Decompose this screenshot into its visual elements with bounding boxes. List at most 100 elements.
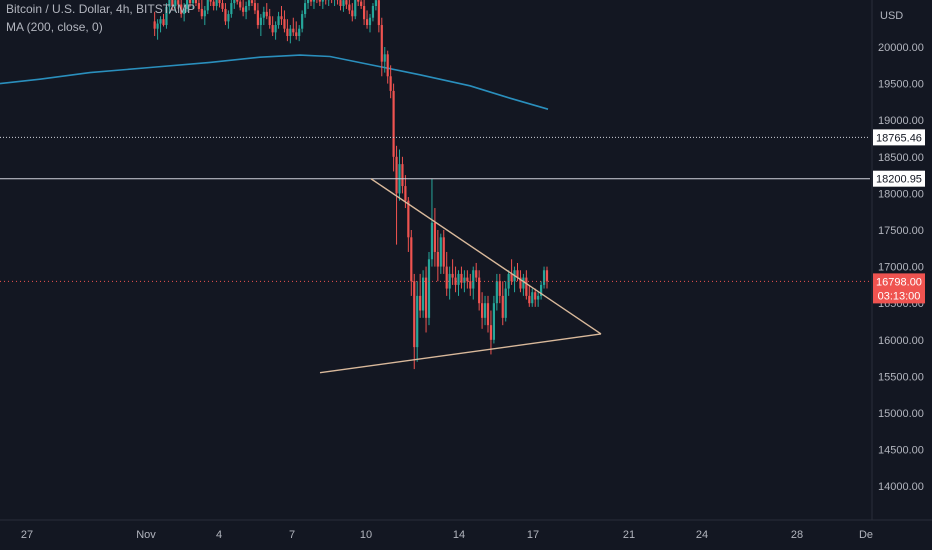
candle-body <box>339 0 342 7</box>
candle-body <box>342 0 345 7</box>
candle-body <box>516 270 519 278</box>
candle-body <box>301 14 304 29</box>
last-price-tag: 16798.00 <box>876 276 922 288</box>
candle-body <box>221 3 224 9</box>
candle-body <box>419 295 422 311</box>
candle-body <box>407 200 410 238</box>
lower-trendline <box>319 333 602 374</box>
countdown-tag: 03:13:00 <box>878 290 921 302</box>
candle-body <box>168 0 171 7</box>
candle-body <box>365 19 369 26</box>
y-tick-label: 15000.00 <box>878 408 924 420</box>
candle-body <box>424 277 428 318</box>
candle-body <box>392 90 395 157</box>
candle-body <box>475 270 478 278</box>
candle-body <box>519 277 522 289</box>
candle-body <box>439 237 442 267</box>
candle-body <box>531 292 534 304</box>
y-tick-label: 15500.00 <box>878 371 924 383</box>
x-tick-label: Nov <box>136 529 156 541</box>
y-tick-label: 18000.00 <box>878 188 924 200</box>
y-tick-label: 19500.00 <box>878 79 924 91</box>
candle-body <box>265 11 268 17</box>
candle-body <box>186 0 189 9</box>
time-axis[interactable]: 27 Nov 4 7 10 14 17 21 24 28 De <box>0 519 932 541</box>
moving-average <box>0 54 549 110</box>
candle-body <box>542 270 546 285</box>
symbol-title[interactable]: Bitcoin / U.S. Dollar, 4h, BITSTAMP <box>6 2 196 16</box>
dotted-level-tag-bg <box>873 129 925 146</box>
x-tick-label: De <box>859 529 873 541</box>
candle-body <box>292 28 295 33</box>
candle-body <box>227 14 230 22</box>
candle-body <box>395 156 398 194</box>
candle-body <box>430 222 434 260</box>
y-tick-label: 19000.00 <box>878 115 924 127</box>
price-axis[interactable]: USD 20000.00 19500.00 19000.00 18500.00 18000… <box>871 0 924 520</box>
x-tick-label: 7 <box>289 529 295 541</box>
candle-body <box>183 8 186 15</box>
candle-body <box>454 277 457 285</box>
candle-body <box>368 17 372 26</box>
candle-body <box>309 0 313 2</box>
candle-body <box>374 0 377 7</box>
candle-body <box>304 3 307 15</box>
candle-body <box>286 28 289 37</box>
candle-body <box>380 25 383 62</box>
last-price-tag-bg <box>873 273 925 304</box>
price-tags: 18765.46 18200.95 16798.00 03:13:00 <box>873 129 925 304</box>
x-tick-label: 27 <box>21 529 33 541</box>
x-tick-label: 24 <box>696 529 708 541</box>
candle-body <box>478 277 481 304</box>
candle-body <box>422 277 425 311</box>
candle-body <box>498 281 501 296</box>
candle-body <box>386 54 389 77</box>
y-tick-label: 20000.00 <box>878 42 924 54</box>
candle-body <box>463 277 466 283</box>
x-tick-label: 21 <box>623 529 635 541</box>
candle-body <box>298 28 301 37</box>
candle-body <box>262 11 265 18</box>
candle-body <box>404 186 407 201</box>
candle-body <box>545 270 549 282</box>
candle-body <box>206 0 209 11</box>
currency-label: USD <box>880 10 903 22</box>
candle-body <box>153 21 156 29</box>
triangle-pattern <box>319 178 602 374</box>
x-tick-label: 28 <box>791 529 803 541</box>
candle-body <box>230 3 233 15</box>
dotted-level-tag: 18765.46 <box>876 132 922 144</box>
candle-body <box>171 0 174 7</box>
y-tick-label: 14000.00 <box>878 481 924 493</box>
candle-body <box>483 303 487 318</box>
candle-body <box>501 295 504 318</box>
candle-body <box>159 19 162 24</box>
candle-body <box>472 270 475 289</box>
candle-body <box>280 16 283 20</box>
candle-body <box>253 3 257 11</box>
x-tick-label: 14 <box>453 529 465 541</box>
chart-legend: Bitcoin / U.S. Dollar, 4h, BITSTAMP MA (… <box>6 0 195 36</box>
y-tick-label: 17500.00 <box>878 225 924 237</box>
candle-body <box>242 7 245 12</box>
candle-body <box>191 0 195 4</box>
candle-body <box>245 6 248 12</box>
candle-body <box>460 273 463 283</box>
candle-body <box>389 76 392 91</box>
candle-body <box>239 1 242 8</box>
candle-body <box>492 303 495 340</box>
candle-body <box>457 273 460 285</box>
indicator-label[interactable]: MA (200, close, 0) <box>6 20 103 34</box>
candle-body <box>209 0 212 2</box>
candle-body <box>188 0 192 4</box>
candle-body <box>318 0 321 2</box>
candle-body <box>348 4 351 11</box>
y-tick-label: 17000.00 <box>878 262 924 274</box>
candle-body <box>306 0 310 4</box>
candle-body <box>268 16 271 26</box>
candle-body <box>165 6 168 26</box>
candle-body <box>200 8 203 17</box>
candle-body <box>383 54 386 62</box>
candle-body <box>295 32 298 37</box>
